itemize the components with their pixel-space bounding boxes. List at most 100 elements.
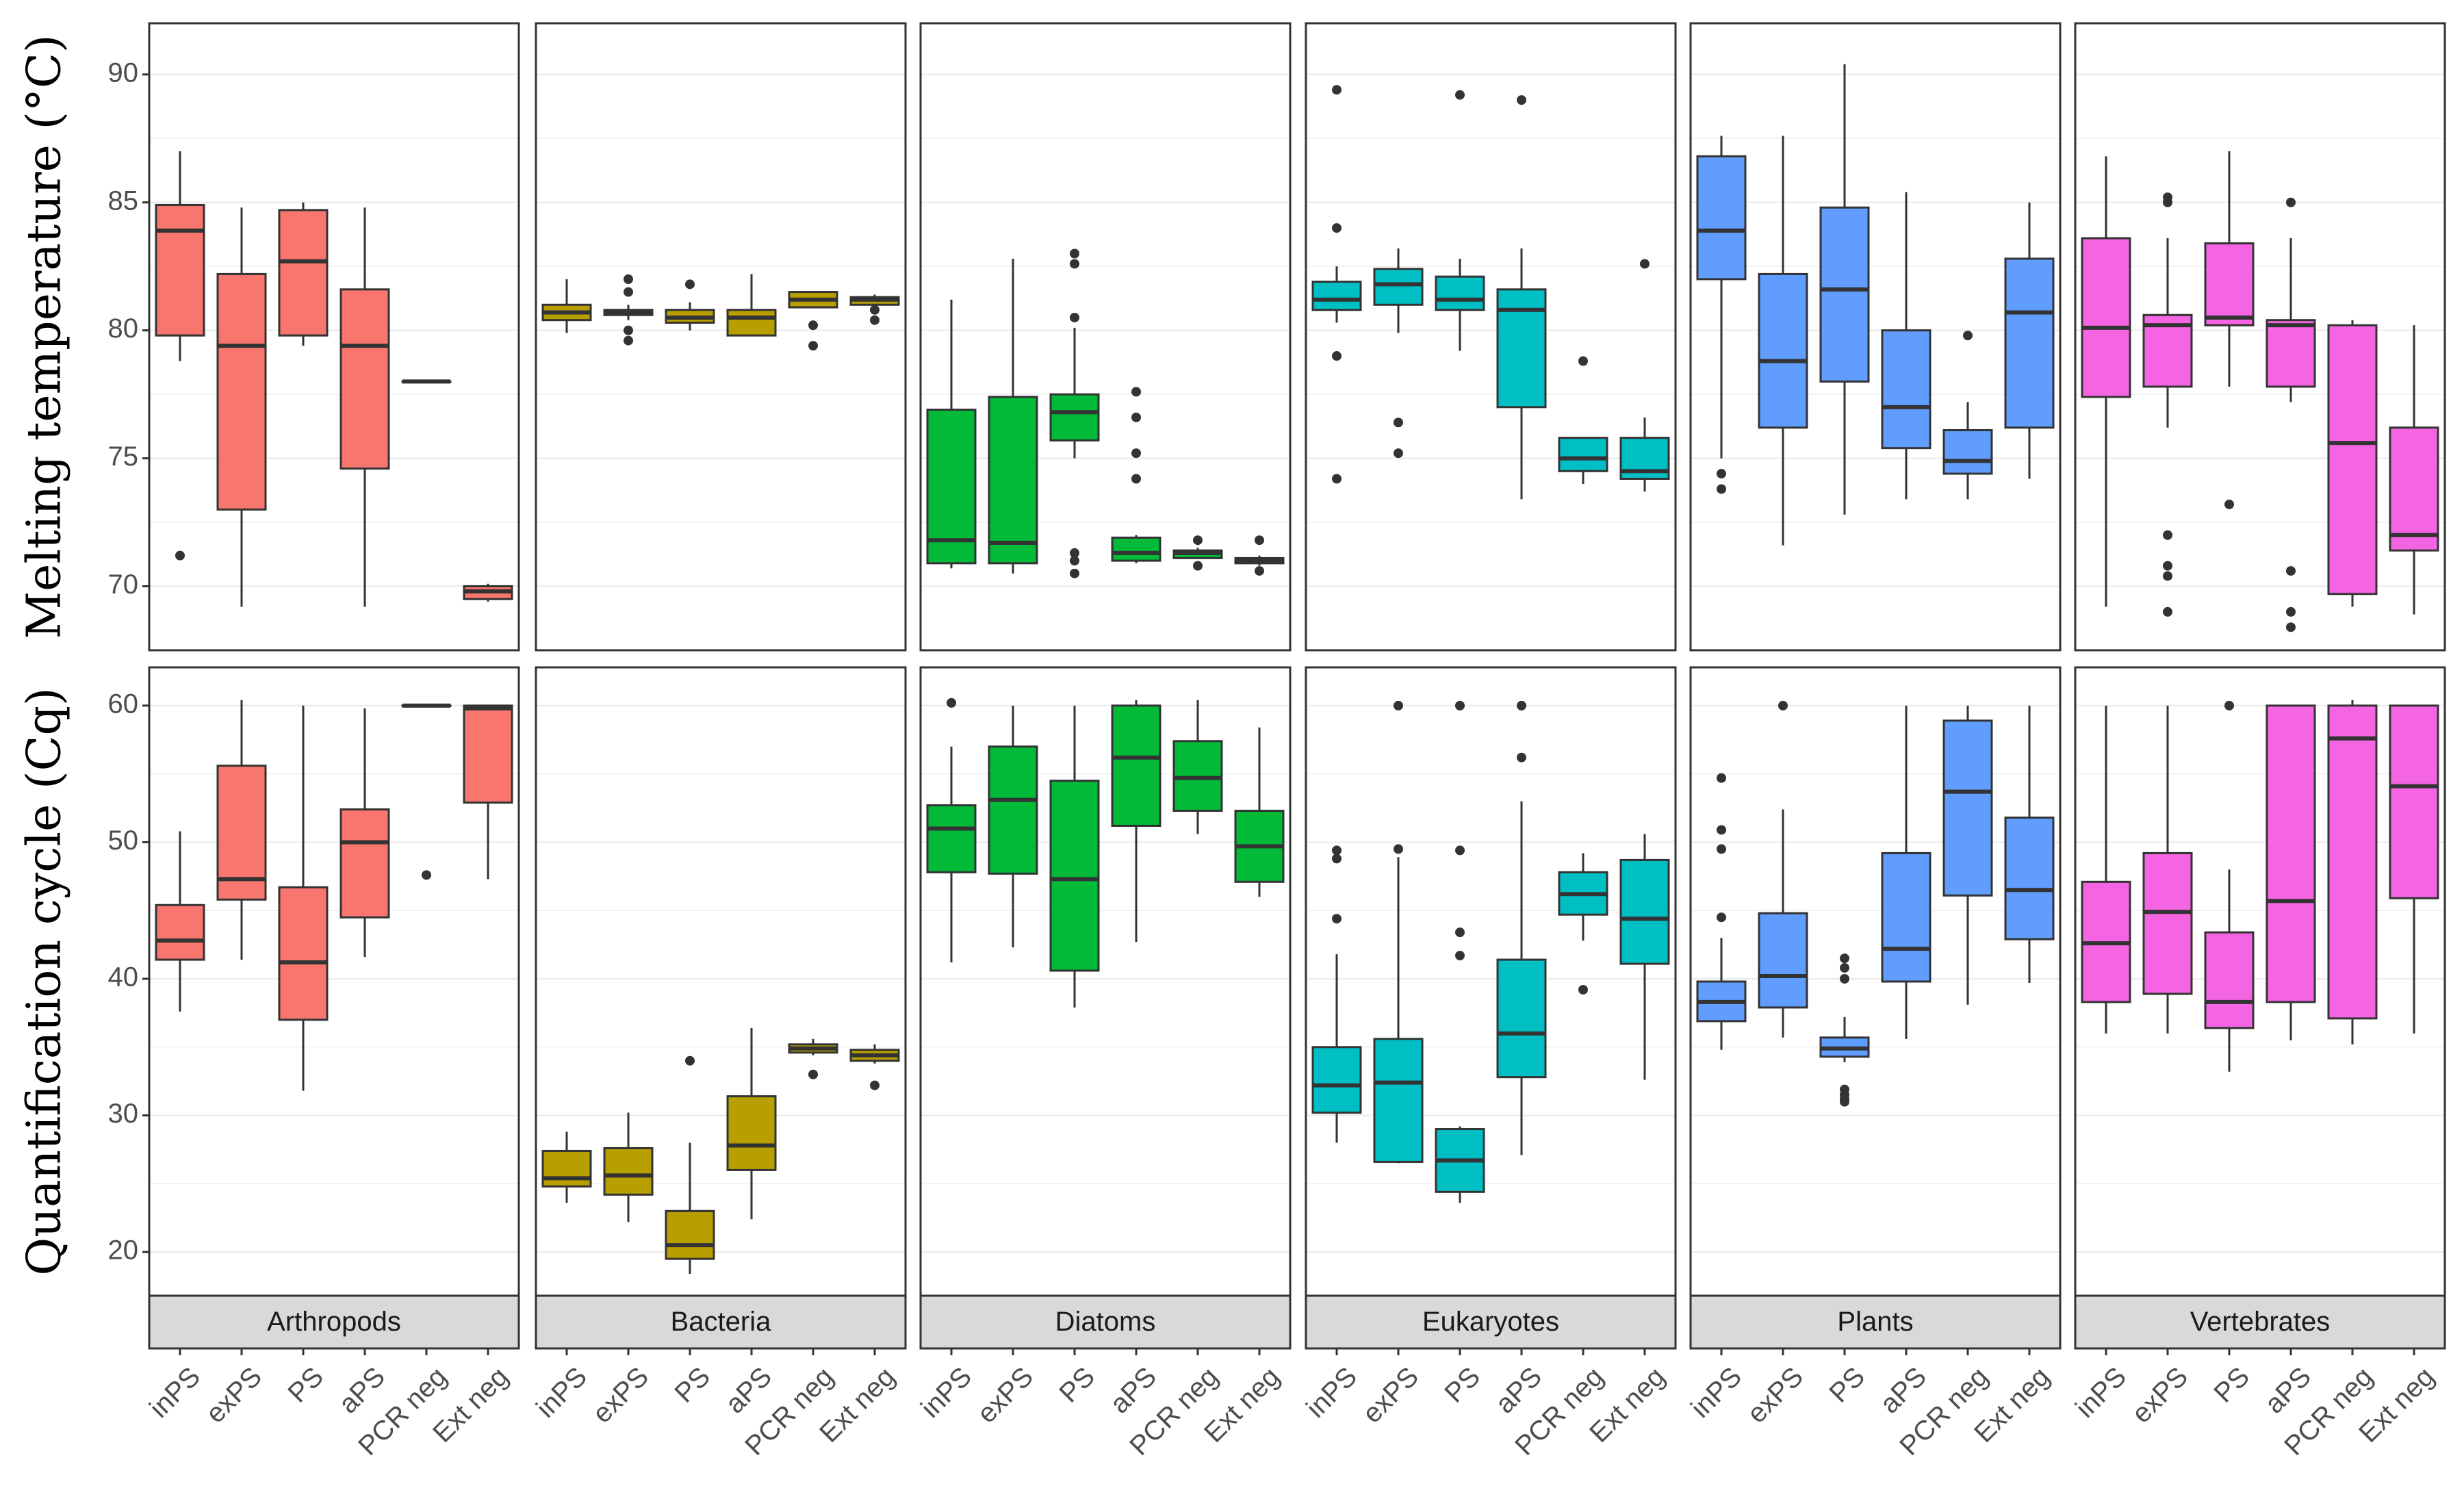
outlier-point bbox=[1332, 474, 1342, 484]
outlier-point bbox=[1455, 927, 1465, 938]
outlier-point bbox=[1332, 223, 1342, 233]
outlier-point bbox=[1717, 912, 1726, 923]
box-iqr bbox=[1696, 155, 1747, 281]
box-iqr bbox=[988, 396, 1038, 565]
outlier-point bbox=[2224, 700, 2234, 710]
box-cq-arthropods-exps bbox=[216, 700, 267, 960]
panel-frame-melting-arthropods bbox=[148, 22, 520, 652]
box-cq-diatoms-ext-neg bbox=[1234, 727, 1285, 897]
outlier-point bbox=[1070, 548, 1079, 558]
y-tick-label: 40 bbox=[108, 962, 139, 992]
outlier-point bbox=[1640, 259, 1650, 269]
outlier-point bbox=[2286, 606, 2296, 617]
box-cq-bacteria-inps bbox=[541, 1131, 592, 1203]
outlier-point bbox=[422, 870, 431, 880]
y-tick-label: 50 bbox=[108, 825, 139, 856]
box-iqr bbox=[1496, 288, 1547, 409]
box-iqr bbox=[1758, 912, 1808, 1009]
outlier-point bbox=[685, 1055, 695, 1066]
box-melting-vertebrates-ps bbox=[2204, 151, 2255, 509]
box-cq-bacteria-aps bbox=[726, 1027, 777, 1220]
outlier-point bbox=[870, 305, 880, 315]
box-iqr bbox=[1758, 272, 1808, 429]
box-melting-bacteria-inps bbox=[541, 279, 592, 333]
box-cq-plants-pcr-neg bbox=[1942, 705, 1993, 1005]
box-cq-bacteria-exps bbox=[603, 1112, 654, 1222]
box-melting-plants-ps bbox=[1819, 64, 1870, 515]
outlier-point bbox=[624, 335, 633, 346]
facet-strip-eukaryotes bbox=[1305, 1294, 1677, 1350]
outlier-point bbox=[1394, 844, 1403, 854]
box-melting-arthropods-inps bbox=[155, 151, 205, 561]
outlier-point bbox=[808, 320, 818, 331]
outlier-point bbox=[624, 325, 633, 335]
box-iqr bbox=[2266, 704, 2316, 1003]
box-iqr bbox=[2266, 319, 2316, 388]
box-iqr bbox=[726, 309, 777, 337]
box-melting-plants-exps bbox=[1758, 136, 1808, 546]
box-melting-plants-ext-neg bbox=[2004, 202, 2055, 479]
outlier-point bbox=[1963, 331, 1973, 341]
outlier-point bbox=[1070, 312, 1079, 322]
outlier-point bbox=[2163, 561, 2172, 571]
outlier-point bbox=[1255, 535, 1264, 546]
box-iqr bbox=[1111, 536, 1162, 562]
box-iqr bbox=[2389, 426, 2439, 552]
box-iqr bbox=[541, 1149, 592, 1188]
box-melting-vertebrates-exps bbox=[2142, 192, 2193, 617]
outlier-point bbox=[1255, 566, 1264, 576]
outlier-point bbox=[1455, 90, 1465, 100]
box-cq-arthropods-ext-neg bbox=[463, 704, 513, 880]
box-iqr bbox=[339, 808, 390, 919]
box-cq-eukaryotes-pcr-neg bbox=[1558, 853, 1608, 995]
outlier-point bbox=[1840, 953, 1849, 964]
outlier-point bbox=[1840, 974, 1849, 984]
y-tick-label: 90 bbox=[108, 57, 139, 88]
box-cq-eukaryotes-ps bbox=[1435, 700, 1485, 1203]
box-melting-eukaryotes-pcr-neg bbox=[1558, 356, 1608, 484]
outlier-point bbox=[1394, 700, 1403, 710]
outlier-point bbox=[1717, 469, 1726, 479]
outlier-point bbox=[1578, 356, 1588, 366]
outlier-point bbox=[2286, 197, 2296, 207]
box-cq-arthropods-pcr-neg bbox=[401, 703, 452, 880]
outlier-point bbox=[1840, 963, 1849, 973]
box-iqr bbox=[926, 804, 977, 873]
box-iqr bbox=[1942, 428, 1993, 475]
box-melting-vertebrates-pcr-neg bbox=[2327, 320, 2378, 607]
box-cq-vertebrates-ext-neg bbox=[2389, 704, 2439, 1034]
box-cq-eukaryotes-inps bbox=[1311, 845, 1362, 1143]
outlier-point bbox=[2163, 197, 2172, 207]
outlier-point bbox=[1517, 700, 1526, 710]
outlier-point bbox=[808, 1069, 818, 1079]
outlier-point bbox=[1717, 484, 1726, 494]
outlier-point bbox=[808, 341, 818, 351]
outlier-point bbox=[1394, 448, 1403, 459]
box-cq-bacteria-ext-neg bbox=[849, 1044, 900, 1090]
facet-label-arthropods: Arthropods bbox=[267, 1307, 401, 1337]
box-melting-vertebrates-ext-neg bbox=[2389, 325, 2439, 615]
box-melting-arthropods-ps bbox=[278, 202, 329, 346]
box-iqr bbox=[339, 288, 390, 470]
box-iqr bbox=[1049, 393, 1100, 441]
grid-layer bbox=[149, 73, 2445, 1253]
outlier-point bbox=[1193, 561, 1203, 571]
box-cq-arthropods-inps bbox=[155, 831, 205, 1012]
box-iqr bbox=[1619, 858, 1670, 965]
box-iqr bbox=[1881, 329, 1932, 450]
outlier-point bbox=[1717, 773, 1726, 783]
outlier-point bbox=[175, 550, 185, 561]
outlier-point bbox=[1131, 412, 1141, 422]
outlier-point bbox=[1578, 984, 1588, 995]
outlier-point bbox=[1070, 568, 1079, 578]
outlier-point bbox=[1517, 95, 1526, 105]
box-melting-arthropods-exps bbox=[216, 207, 267, 607]
box-iqr bbox=[2389, 704, 2439, 899]
box-cq-bacteria-ps bbox=[665, 1055, 715, 1274]
box-iqr bbox=[2327, 704, 2378, 1020]
box-cq-arthropods-aps bbox=[339, 708, 390, 958]
box-cq-bacteria-pcr-neg bbox=[788, 1038, 838, 1079]
y-tick-label: 30 bbox=[108, 1099, 139, 1129]
box-melting-eukaryotes-aps bbox=[1496, 95, 1547, 500]
box-melting-bacteria-aps bbox=[726, 274, 777, 337]
